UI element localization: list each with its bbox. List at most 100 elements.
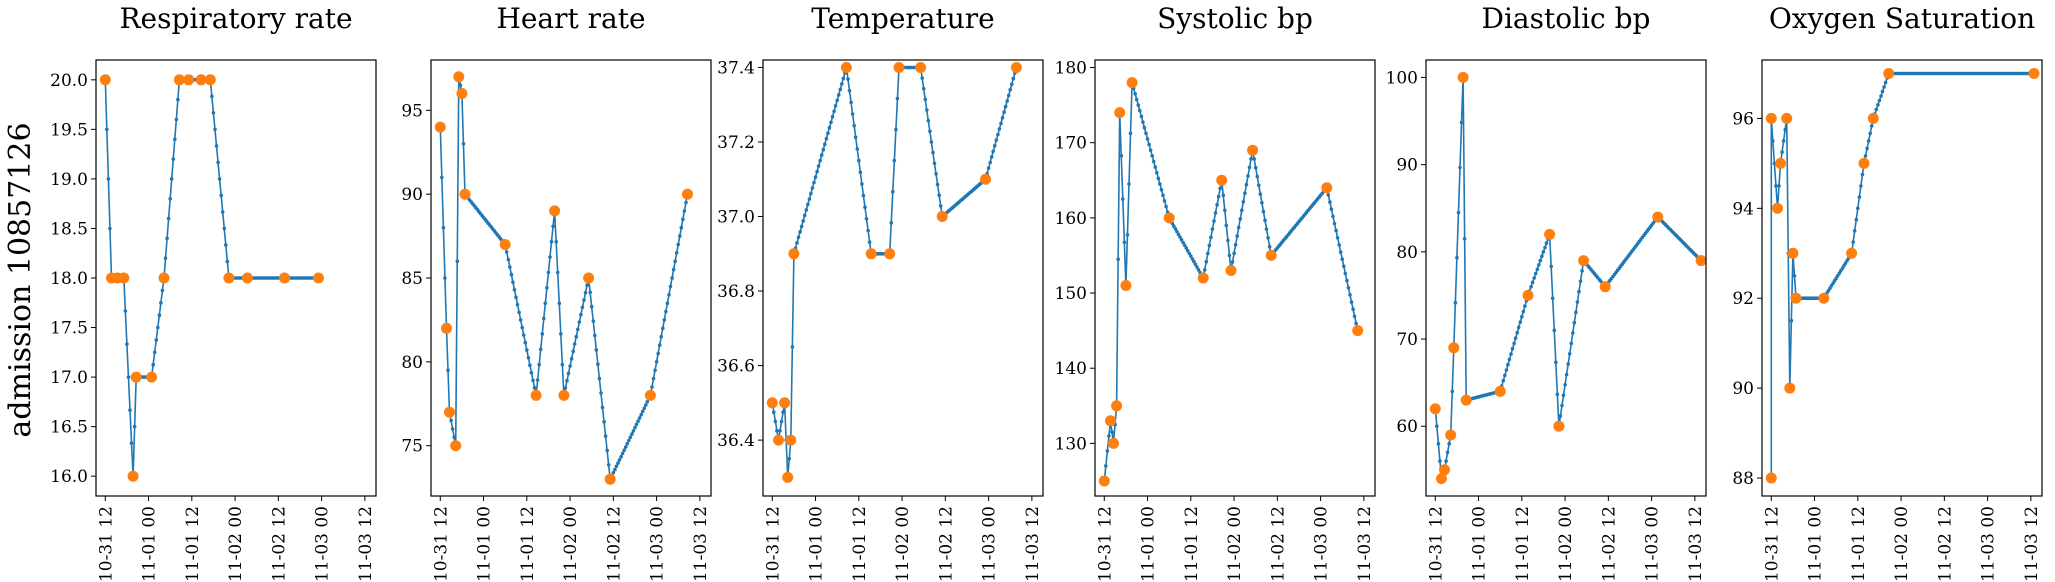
interpolated-point (841, 76, 846, 81)
interpolated-point (1444, 459, 1448, 463)
y-tick-label: 75 (401, 437, 423, 457)
x-tick-label: 11-02 00 (226, 506, 246, 582)
interpolated-point (1258, 192, 1263, 196)
interpolated-point (1156, 176, 1161, 181)
measured-point (1010, 62, 1022, 73)
interpolated-point (840, 82, 844, 86)
measured-point (1126, 77, 1138, 89)
y-tick-label: 170 (1055, 134, 1087, 154)
interpolated-point (1266, 236, 1270, 240)
series-line (1770, 72, 2034, 478)
measured-point (1787, 247, 1799, 259)
interpolated-point (1459, 120, 1464, 125)
interpolated-point (1504, 368, 1509, 372)
interpolated-point (220, 210, 225, 214)
interpolated-point (214, 144, 219, 148)
interpolated-point (1345, 278, 1349, 283)
interpolated-point (640, 409, 645, 414)
interpolated-point (443, 276, 447, 280)
interpolated-point (665, 301, 670, 306)
x-tick-label: 11-01 00 (807, 506, 827, 582)
panel-1: Respiratory rate 16.0 16.5 17.0 17.5 18.0 18.5… (50, 2, 377, 582)
interpolated-point (679, 225, 684, 230)
y-tick-label: 130 (1055, 434, 1087, 454)
measured-point (173, 74, 185, 86)
axes-frame (1761, 59, 2043, 497)
interpolated-point (795, 241, 799, 245)
interpolated-point (651, 376, 656, 381)
interpolated-point (1110, 430, 1114, 434)
interpolated-point (1331, 214, 1335, 219)
interpolated-point (925, 108, 929, 112)
interpolated-point (920, 76, 924, 80)
measured-point (915, 62, 927, 73)
measured-point (980, 173, 991, 185)
series-line (1103, 82, 1359, 482)
measured-point (1436, 473, 1447, 485)
interpolated-point (549, 239, 554, 244)
y-tick-label: 92 (1732, 289, 1754, 309)
interpolated-point (1351, 307, 1355, 312)
x-tick-label: 10-31 12 (1095, 506, 1115, 582)
interpolated-point (1880, 89, 1885, 94)
interpolated-point (589, 304, 594, 309)
interpolated-point (593, 333, 597, 338)
interpolated-point (1352, 314, 1357, 319)
interpolated-point (923, 97, 928, 102)
measured-point (1781, 112, 1793, 124)
interpolated-point (1561, 393, 1566, 398)
panel-5: Diastolic bp 60 70 80 90 100 10-31 12 11-01 00 1… (1386, 2, 1707, 582)
interpolated-point (1435, 424, 1439, 429)
interpolated-point (799, 224, 804, 229)
interpolated-point (1436, 441, 1441, 446)
interpolated-point (1329, 207, 1334, 211)
interpolated-point (1147, 142, 1151, 147)
interpolated-point (461, 142, 466, 146)
measured-point (1765, 472, 1777, 484)
x-tick-label: 11-02 12 (1935, 506, 1955, 582)
interpolated-point (1255, 174, 1260, 179)
x-tick-label: 11-01 00 (1139, 506, 1159, 582)
interpolated-point (518, 318, 523, 322)
y-tick-label: 85 (401, 269, 423, 289)
interpolated-point (1856, 206, 1860, 211)
interpolated-point (1104, 464, 1108, 468)
interpolated-point (849, 100, 853, 105)
measured-point (456, 88, 468, 99)
measured-point (1445, 429, 1457, 441)
measured-point (1460, 394, 1472, 406)
interpolated-point (1512, 341, 1516, 346)
interpolated-point (1530, 280, 1535, 285)
interpolated-point (123, 309, 128, 313)
measured-point (1544, 228, 1556, 240)
y-tick-label: 150 (1055, 284, 1087, 304)
measured-point (840, 62, 852, 73)
interpolated-point (1783, 127, 1787, 132)
interpolated-point (152, 350, 157, 355)
interpolated-point (617, 458, 622, 462)
interpolated-point (168, 196, 172, 201)
measured-point (583, 272, 595, 284)
interpolated-point (773, 419, 778, 424)
interpolated-point (1153, 165, 1158, 169)
interpolated-point (440, 175, 444, 180)
interpolated-point (804, 208, 809, 212)
interpolated-point (1241, 200, 1246, 204)
interpolated-point (546, 270, 551, 275)
interpolated-point (931, 150, 935, 155)
x-tick-label: 11-03 12 (1023, 506, 1043, 582)
interpolated-point (512, 287, 517, 292)
interpolated-point (1002, 110, 1006, 114)
interpolated-point (151, 362, 155, 367)
interpolated-point (594, 348, 599, 352)
x-tick-label: 11-02 00 (893, 506, 913, 582)
interpolated-point (1136, 103, 1141, 107)
panel-title: Temperature (811, 2, 994, 35)
y-tick-label: 94 (1732, 199, 1754, 219)
interpolated-point (818, 158, 822, 163)
interpolated-point (846, 77, 850, 81)
interpolated-point (1859, 184, 1863, 188)
interpolated-point (1144, 131, 1148, 136)
interpolated-point (864, 217, 869, 221)
interpolated-point (1221, 193, 1226, 198)
